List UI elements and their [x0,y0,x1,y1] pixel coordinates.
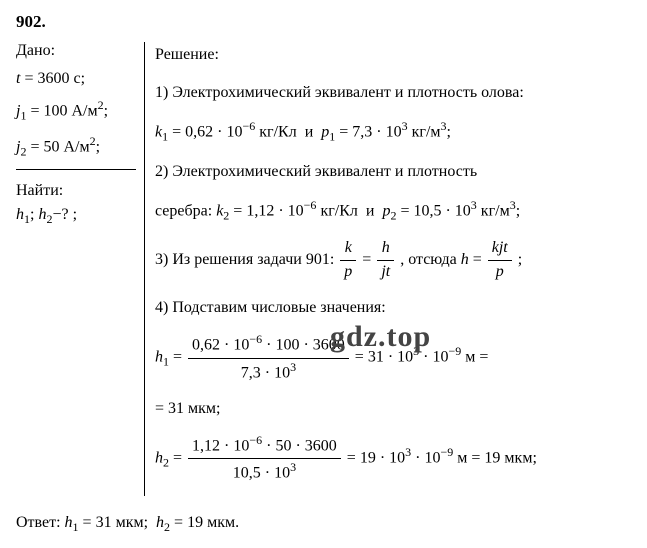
find-block: Найти: h1; h2−? ; [16,176,136,233]
solution-step: 4) Подставим числовые значения: [155,295,631,321]
given-column: Дано: t = 3600 с; j1 = 100 А/м2; j2 = 50… [16,42,144,496]
answer-value: h1 = 31 мкм; h2 = 19 мкм. [65,514,240,531]
find-line: h1; h2−? ; [16,206,136,227]
given-line: t = 3600 с; [16,70,136,88]
given-line: j1 = 100 А/м2; [16,98,136,124]
solution-step: h1 = 0,62 · 10−6 · 100 · 36007,3 · 103 =… [155,332,631,383]
solution-step: 1) Электрохимический эквивалент и плотно… [155,80,631,106]
given-header: Дано: [16,42,136,60]
given-block: Дано: t = 3600 с; j1 = 100 А/м2; j2 = 50… [16,42,136,170]
solution-step: серебра: k2 = 1,12 · 10−6 кг/Кл и p2 = 1… [155,196,631,226]
problem-number: 902. [16,12,631,32]
given-line: j2 = 50 А/м2; [16,134,136,160]
solution-header: Решение: [155,42,631,68]
solution-column: Решение: 1) Электрохимический эквивалент… [145,42,631,496]
answer-line: Ответ: h1 = 31 мкм; h2 = 19 мкм. [16,514,631,535]
solution-step: = 31 мкм; [155,396,631,422]
solution-step: h2 = 1,12 · 10−6 · 50 · 360010,5 · 103 =… [155,433,631,484]
solution-step: 3) Из решения задачи 901: kp = hjt , отс… [155,238,631,283]
answer-label: Ответ: [16,514,61,531]
solution-step: k1 = 0,62 · 10−6 кг/Кл и p1 = 7,3 · 103 … [155,117,631,147]
find-header: Найти: [16,182,136,200]
main-layout: Дано: t = 3600 с; j1 = 100 А/м2; j2 = 50… [16,42,631,496]
solution-step: 2) Электрохимический эквивалент и плотно… [155,159,631,185]
